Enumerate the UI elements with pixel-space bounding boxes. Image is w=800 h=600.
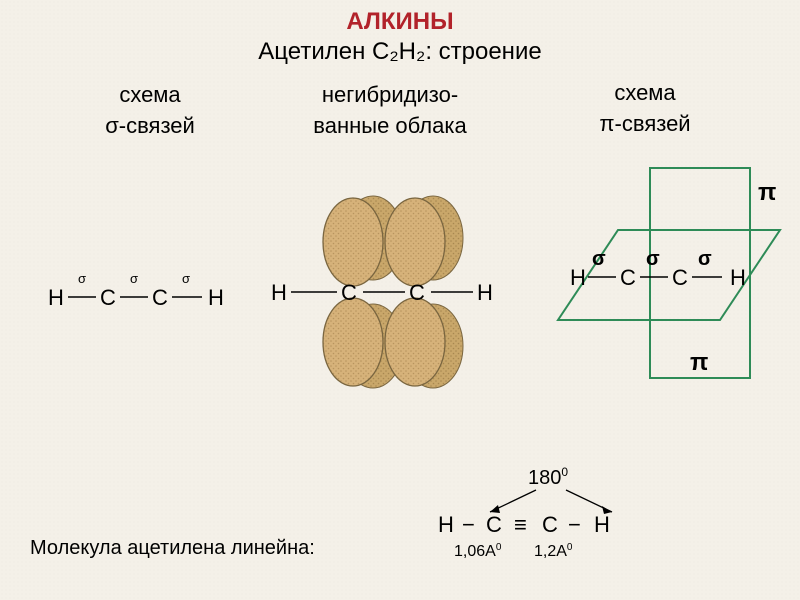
lin-c1: C (486, 512, 502, 537)
pi-atom-h1: H (570, 265, 586, 290)
lin-dash1: − (462, 512, 475, 537)
angle-180: 1800 (528, 465, 568, 489)
col-left-label: схема σ-связей (70, 80, 230, 142)
lin-h1: H (438, 512, 454, 537)
col-left-line1: схема (70, 80, 230, 111)
col-right-label: схема π-связей (565, 78, 725, 140)
orb-atom-h2: H (477, 280, 493, 305)
sigma-1: σ (78, 271, 86, 286)
sigma-scheme: H C C H σ σ σ (30, 235, 260, 355)
atom-c2: C (152, 285, 168, 310)
atom-h2: H (208, 285, 224, 310)
col-mid-line2: ванные облака (290, 111, 490, 142)
pi-top: π (758, 179, 776, 206)
col-mid-line1: негибридизо- (290, 80, 490, 111)
col-mid-label: негибридизо- ванные облака (290, 80, 490, 142)
orb-atom-c2: C (409, 280, 425, 305)
pi-scheme: π π H C C H σ σ σ (530, 150, 790, 400)
pi-bot: π (690, 349, 708, 376)
lin-triple: ≡ (514, 512, 527, 537)
atom-c1: C (100, 285, 116, 310)
pi-sigma-2: σ (646, 248, 660, 270)
col-right-line2: π-связей (565, 109, 725, 140)
col-right-line1: схема (565, 78, 725, 109)
col-left-line2: σ-связей (70, 111, 230, 142)
pi-sigma-3: σ (698, 248, 712, 270)
subtitle-prefix: Ацетилен (258, 38, 372, 65)
sigma-3: σ (182, 271, 190, 286)
sigma-2: σ (130, 271, 138, 286)
pi-atom-c1: C (620, 265, 636, 290)
lin-h2: H (594, 512, 610, 537)
orb-atom-c1: C (341, 280, 357, 305)
subtitle-suffix: : строение (425, 38, 541, 65)
page-subtitle: Ацетилен C₂H₂: строение (0, 38, 800, 66)
pi-atom-c2: C (672, 265, 688, 290)
pi-sigma-1: σ (592, 248, 606, 270)
orb-atom-h1: H (271, 280, 287, 305)
pi-atom-h2: H (730, 265, 746, 290)
atom-h1: H (48, 285, 64, 310)
page-title: АЛКИНЫ (0, 8, 800, 36)
lin-dash2: − (568, 512, 581, 537)
linear-molecule: 1800 H − C ≡ C − H 1,06A0 1,2A0 (380, 460, 720, 580)
footer-text: Молекула ацетилена линейна: (30, 537, 315, 560)
bond-len-2: 1,2A0 (534, 542, 573, 560)
subtitle-formula: C₂H₂ (372, 38, 425, 65)
orbital-cloud-diagram: H C C H (245, 180, 525, 410)
bond-len-1: 1,06A0 (454, 542, 502, 560)
lin-c2: C (542, 512, 558, 537)
